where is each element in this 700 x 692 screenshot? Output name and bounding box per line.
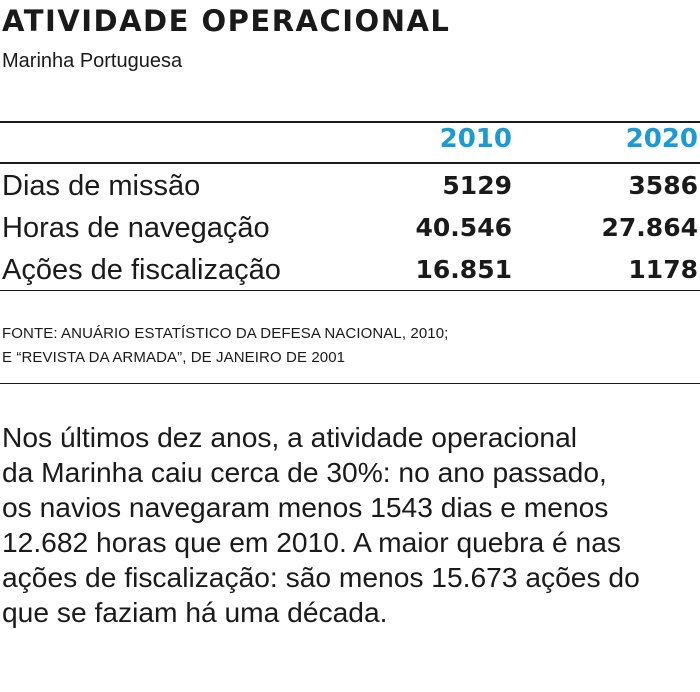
cell-value-2010: 16.851 (415, 255, 512, 284)
cell-value-2020: 3586 (628, 171, 698, 200)
table-header-rule (0, 162, 700, 164)
chart-title: ATIVIDADE OPERACIONAL (2, 4, 451, 38)
column-header-2020: 2020 (625, 124, 698, 154)
body-line: ações de fiscalização: são menos 15.673 … (2, 561, 640, 593)
cell-value-2010: 40.546 (415, 213, 512, 242)
row-label: Dias de missão (2, 170, 201, 202)
row-label: Horas de navegação (2, 212, 270, 244)
cell-value-2010: 5129 (442, 171, 512, 200)
body-line: que se faziam há uma década. (2, 596, 388, 628)
table-row: Horas de navegação 40.546 27.864 (0, 212, 700, 254)
body-paragraph: Nos últimos dez anos, a atividade operac… (2, 420, 698, 630)
table-row: Ações de fiscalização 16.851 1178 (0, 254, 700, 296)
cell-value-2020: 1178 (628, 255, 698, 284)
body-line: da Marinha caiu cerca de 30%: no ano pas… (2, 456, 607, 488)
source-line: E “REVISTA DA ARMADA”, DE JANEIRO DE 200… (2, 349, 346, 366)
body-line: 12.682 horas que em 2010. A maior quebra… (2, 526, 621, 558)
table-row: Dias de missão 5129 3586 (0, 170, 700, 212)
table-top-rule (0, 121, 700, 123)
chart-subtitle: Marinha Portuguesa (2, 50, 183, 72)
source-rule (0, 383, 700, 384)
column-header-2010: 2010 (439, 124, 512, 154)
row-label: Ações de fiscalização (2, 254, 281, 286)
table-bottom-rule (0, 290, 700, 291)
cell-value-2020: 27.864 (601, 213, 698, 242)
source-note: FONTE: ANUÁRIO ESTATÍSTICO DA DEFESA NAC… (2, 322, 448, 370)
body-line: os navios navegaram menos 1543 dias e me… (2, 491, 609, 523)
source-line: FONTE: ANUÁRIO ESTATÍSTICO DA DEFESA NAC… (2, 325, 449, 342)
body-line: Nos últimos dez anos, a atividade operac… (2, 421, 578, 453)
